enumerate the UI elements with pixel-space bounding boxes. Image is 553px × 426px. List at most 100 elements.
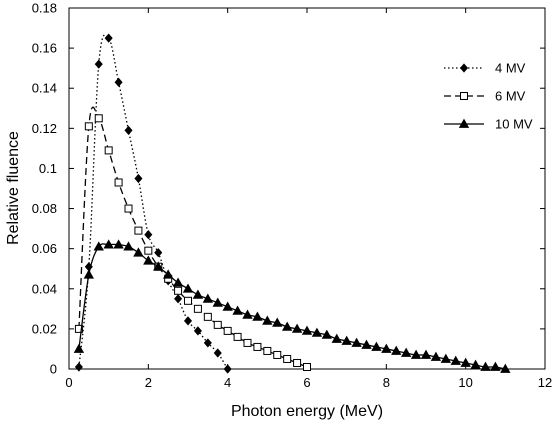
legend-label-6-mv: 6 MV xyxy=(495,89,526,104)
data-point-6-mv xyxy=(253,342,262,351)
data-point-6-mv xyxy=(184,296,192,305)
x-axis-title: Photon energy (MeV) xyxy=(231,403,383,420)
data-point-10-mv xyxy=(490,361,501,371)
data-point-10-mv xyxy=(430,351,442,361)
data-point-10-mv xyxy=(391,345,402,355)
series-line-6-mv xyxy=(78,106,308,368)
data-point-10-mv xyxy=(202,293,214,303)
legend-label-4-mv: 4 MV xyxy=(495,61,526,76)
data-point-4-mv xyxy=(124,125,133,135)
data-point-6-mv xyxy=(293,358,302,367)
data-point-4-mv xyxy=(183,316,193,326)
data-point-6-mv xyxy=(84,122,93,131)
data-point-10-mv xyxy=(500,363,511,373)
data-point-10-mv xyxy=(222,301,233,311)
data-point-6-mv xyxy=(74,324,83,333)
series-line-4-mv xyxy=(78,34,229,370)
series-4-mv xyxy=(74,33,232,374)
data-point-10-mv xyxy=(311,327,323,337)
x-tick-label: 12 xyxy=(538,375,552,390)
legend-marker-4-mv xyxy=(459,63,469,73)
data-point-10-mv xyxy=(192,289,204,299)
y-tick-label: 0.1 xyxy=(39,161,57,176)
data-point-6-mv xyxy=(134,226,143,235)
y-tick-label: 0.16 xyxy=(32,41,57,56)
data-point-10-mv xyxy=(410,349,422,359)
data-point-10-mv xyxy=(162,269,174,279)
data-point-6-mv xyxy=(203,312,212,321)
data-point-10-mv xyxy=(133,247,144,257)
data-point-4-mv xyxy=(74,362,83,372)
data-point-6-mv xyxy=(94,114,103,123)
data-point-6-mv xyxy=(233,332,242,341)
y-tick-label: 0.12 xyxy=(32,121,57,136)
data-point-4-mv xyxy=(213,348,222,358)
data-point-10-mv xyxy=(291,323,303,333)
data-point-4-mv xyxy=(154,248,163,258)
data-point-6-mv xyxy=(213,320,222,329)
data-point-6-mv xyxy=(283,354,292,363)
data-point-10-mv xyxy=(242,309,253,319)
data-point-10-mv xyxy=(301,325,313,335)
data-point-4-mv xyxy=(193,326,202,336)
legend-item-4-mv: 4 MV xyxy=(444,61,526,76)
legend-label-10-mv: 10 MV xyxy=(495,117,533,132)
y-tick-label: 0 xyxy=(50,362,57,377)
data-point-10-mv xyxy=(281,321,293,331)
data-point-6-mv xyxy=(114,178,123,187)
x-tick-label: 10 xyxy=(458,375,472,390)
data-point-10-mv xyxy=(480,361,491,371)
x-tick-label: 8 xyxy=(383,375,390,390)
y-tick-label: 0.08 xyxy=(32,201,57,216)
data-point-10-mv xyxy=(400,347,412,357)
data-point-10-mv xyxy=(450,355,461,365)
data-point-4-mv xyxy=(104,33,113,43)
y-tick-label: 0.06 xyxy=(32,241,57,256)
y-tick-label: 0.02 xyxy=(32,321,57,336)
data-point-10-mv xyxy=(470,359,481,369)
series-10-mv xyxy=(73,239,511,373)
legend: 4 MV 6 MV 10 MV xyxy=(444,61,533,132)
plot-area xyxy=(73,33,511,374)
axes: 0 2 4 6 8 10 12 0 0.02 0.04 0.06 0.08 0.1 0.12 0.14 0.1… xyxy=(32,1,553,391)
data-point-10-mv xyxy=(361,339,372,349)
data-point-10-mv xyxy=(371,341,382,351)
x-tick-label: 4 xyxy=(224,375,231,390)
data-point-6-mv xyxy=(124,204,133,213)
data-point-10-mv xyxy=(123,241,134,251)
legend-marker-10-mv xyxy=(458,118,470,128)
data-point-10-mv xyxy=(351,337,362,347)
x-tick-label: 6 xyxy=(303,375,310,390)
data-point-4-mv xyxy=(174,294,183,304)
data-point-6-mv xyxy=(193,304,202,313)
y-tick-label: 0.18 xyxy=(32,1,57,16)
legend-item-10-mv: 10 MV xyxy=(444,117,533,132)
data-point-10-mv xyxy=(341,335,352,345)
data-point-10-mv xyxy=(460,357,471,367)
data-point-10-mv xyxy=(103,239,114,249)
x-tick-label: 0 xyxy=(65,375,72,390)
data-point-6-mv xyxy=(174,286,183,295)
data-point-10-mv xyxy=(232,305,243,315)
legend-item-6-mv: 6 MV xyxy=(444,89,526,104)
data-point-6-mv xyxy=(243,338,252,347)
data-point-6-mv xyxy=(273,350,282,359)
data-point-4-mv xyxy=(223,364,232,374)
series-line-10-mv xyxy=(78,243,506,370)
data-point-10-mv xyxy=(143,255,154,265)
data-point-6-mv xyxy=(263,346,272,355)
data-point-10-mv xyxy=(381,343,392,353)
data-point-10-mv xyxy=(83,269,95,279)
data-point-10-mv xyxy=(331,333,342,343)
data-point-4-mv xyxy=(134,173,143,184)
data-point-10-mv xyxy=(321,329,333,339)
data-point-4-mv xyxy=(114,77,123,87)
data-point-4-mv xyxy=(203,338,212,348)
data-point-6-mv xyxy=(303,362,311,371)
data-point-6-mv xyxy=(104,146,113,155)
legend-marker-6-mv xyxy=(460,92,468,100)
data-point-10-mv xyxy=(153,261,164,271)
data-point-10-mv xyxy=(182,283,194,293)
